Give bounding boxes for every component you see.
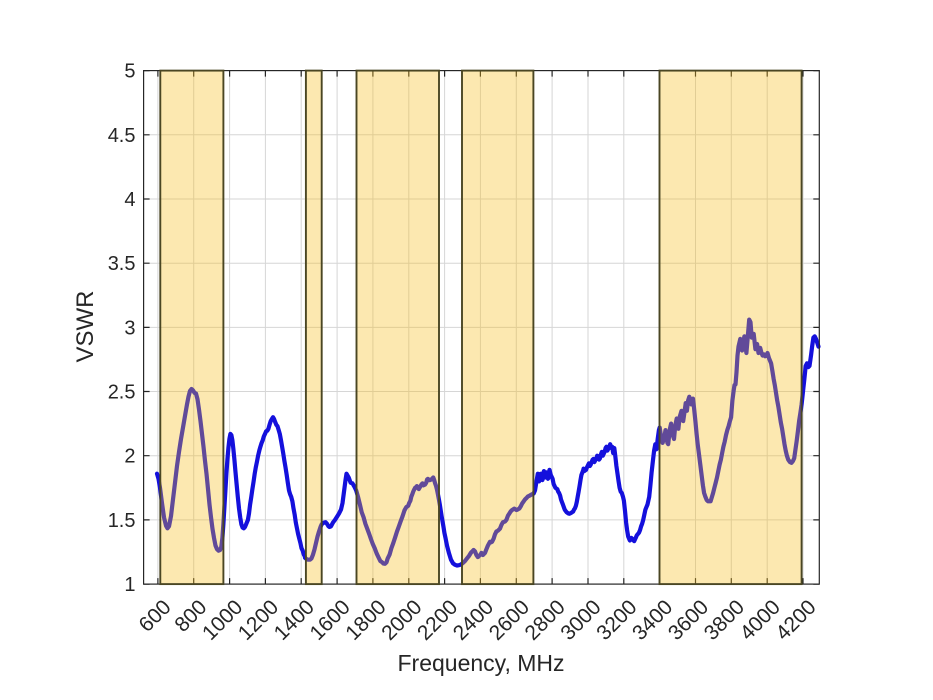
- svg-text:3: 3: [124, 317, 135, 339]
- svg-text:3.5: 3.5: [108, 253, 136, 275]
- svg-text:4.5: 4.5: [108, 125, 136, 147]
- svg-text:5: 5: [124, 61, 135, 83]
- svg-text:2: 2: [124, 446, 135, 468]
- svg-text:1: 1: [124, 574, 135, 596]
- svg-text:Frequency, MHz: Frequency, MHz: [397, 650, 564, 676]
- svg-text:VSWR: VSWR: [72, 291, 99, 363]
- svg-text:2.5: 2.5: [108, 382, 136, 404]
- svg-text:1.5: 1.5: [108, 510, 136, 532]
- svg-text:4: 4: [124, 189, 135, 211]
